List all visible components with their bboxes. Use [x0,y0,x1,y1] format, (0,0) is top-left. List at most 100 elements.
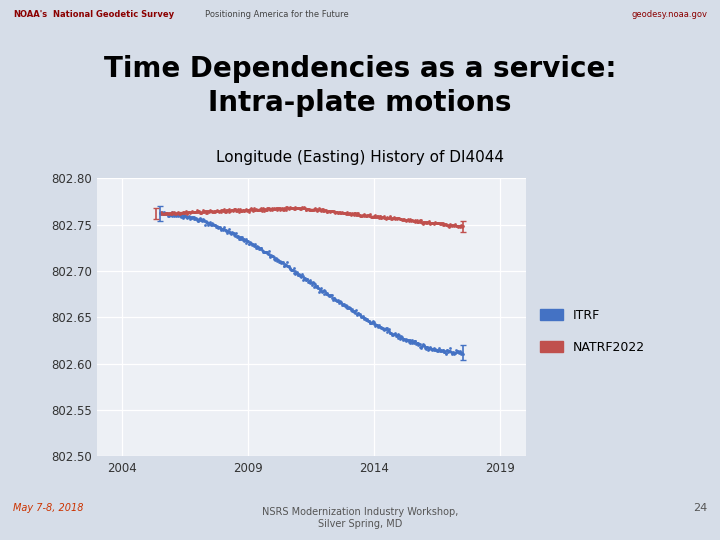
Point [256,204,267,213]
Point [340,300,351,309]
Point [415,342,426,351]
Point [184,212,195,221]
Point [208,206,220,215]
Point [411,216,423,225]
Point [451,347,462,356]
Point [243,240,255,248]
Point [366,318,377,327]
Point [158,210,170,218]
Point [287,266,298,275]
Point [418,219,430,227]
Point [261,247,272,256]
Point [392,331,403,340]
Point [187,213,199,221]
Point [346,211,357,219]
Point [234,205,246,213]
Point [254,206,266,214]
Point [269,255,281,264]
Point [405,215,416,224]
Point [335,298,346,306]
Point [309,281,320,290]
Point [425,220,436,228]
Point [412,339,423,347]
Point [389,215,400,224]
Point [348,307,360,316]
Point [401,336,413,345]
Point [449,349,460,358]
Point [365,210,377,219]
Point [369,211,380,220]
Point [197,208,208,217]
Point [346,210,357,218]
Point [246,204,257,213]
Point [269,254,280,263]
Point [361,316,372,325]
Point [381,213,392,222]
Point [277,205,289,213]
Point [433,219,445,227]
Point [192,215,203,224]
Point [420,343,432,352]
Point [373,212,384,221]
Point [266,252,278,260]
Point [181,212,192,221]
Point [229,232,240,240]
Point [254,244,266,253]
Point [358,210,369,218]
Point [338,300,350,309]
Point [246,206,258,214]
Point [271,257,283,266]
Point [326,294,338,302]
Point [406,216,418,225]
Point [220,207,231,216]
Point [196,209,207,218]
Point [339,209,351,218]
Point [189,214,200,223]
Point [453,222,464,231]
Point [197,217,208,226]
Point [323,292,335,300]
Point [240,205,251,213]
Point [191,207,202,216]
Point [199,220,211,229]
Point [311,282,323,291]
Point [304,278,315,287]
Point [386,214,397,223]
Point [206,220,217,229]
Point [456,348,467,357]
Point [428,220,440,228]
Point [420,218,432,227]
Point [441,346,453,354]
Point [399,335,410,343]
Point [427,219,438,227]
Point [261,247,273,256]
Point [158,210,169,218]
Point [314,286,325,294]
Point [283,262,294,271]
Point [253,245,265,253]
Point [194,216,206,225]
Point [397,335,409,343]
Point [284,264,296,272]
Point [430,346,441,355]
Legend: ITRF, NATRF2022: ITRF, NATRF2022 [541,309,645,354]
Point [243,237,254,245]
Point [284,204,296,213]
Point [289,203,301,212]
Point [454,222,465,231]
Point [168,208,180,217]
Point [435,346,446,354]
Point [370,213,382,221]
Point [242,237,253,246]
Point [194,208,205,217]
Point [448,349,459,357]
Point [262,250,274,259]
Point [384,325,395,334]
Point [446,220,457,229]
Point [291,204,302,212]
Point [372,212,384,221]
Point [306,280,318,289]
Point [383,213,395,222]
Point [394,333,405,342]
Point [222,206,234,215]
